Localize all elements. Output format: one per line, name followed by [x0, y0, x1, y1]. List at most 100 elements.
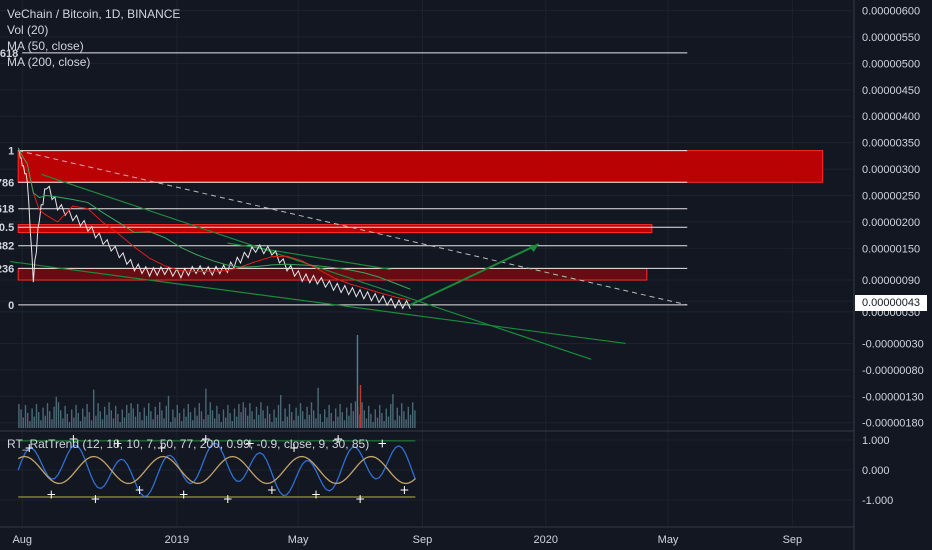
volume-bar: [187, 404, 189, 428]
volume-bar: [154, 406, 156, 428]
volume-bar: [218, 413, 220, 428]
volume-bar: [231, 421, 233, 428]
volume-bar: [286, 416, 288, 428]
x-tick-label: Aug: [12, 534, 32, 546]
volume-bar: [26, 413, 29, 428]
volume-bar: [136, 404, 139, 428]
volume-bar: [224, 417, 227, 428]
volume-bar: [174, 417, 176, 428]
volume-bar: [343, 420, 346, 428]
indicator-signal-marker: +: [311, 488, 321, 502]
chart-legend: VeChain / Bitcoin, 1D, BINANCE Vol (20) …: [7, 6, 180, 70]
fibonacci-levels: 1.618 1 0.786 0.618 0.5 0.382 0.236 0: [0, 48, 688, 312]
volume-bar: [257, 414, 260, 428]
legend-ma200[interactable]: MA (200, close): [7, 55, 91, 69]
volume-bar: [209, 402, 211, 428]
volume-bar: [216, 405, 218, 428]
volume-bar: [125, 404, 128, 428]
volume-bar: [244, 407, 247, 428]
volume-bar: [143, 407, 145, 428]
volume-bar: [29, 421, 31, 428]
volume-bar: [262, 410, 264, 428]
volume-bar: [37, 412, 40, 428]
volume-bar: [394, 420, 396, 428]
volume-bar: [185, 416, 187, 428]
volume-bar: [273, 409, 275, 428]
dashed-trendline: [18, 150, 688, 306]
volume-bar: [165, 405, 167, 428]
volume-bar: [114, 405, 117, 428]
ma50-line: [17, 147, 411, 302]
last-price-tag: 0.00000043: [855, 295, 927, 311]
volume-bar: [227, 404, 229, 428]
volume-bar: [345, 407, 348, 428]
volume-bar: [123, 417, 126, 428]
indicator-signal-marker: +: [355, 492, 365, 506]
volume-bar: [235, 416, 238, 428]
volume-bar: [321, 422, 324, 428]
volume-bar: [367, 405, 370, 428]
volume-bar: [229, 413, 231, 428]
volume-bar: [158, 402, 161, 428]
volume-bar: [317, 387, 319, 428]
projection-arrowhead: [528, 244, 539, 253]
x-tick-label: Sep: [783, 534, 803, 546]
volume-bar: [288, 404, 291, 428]
volume-bar: [328, 404, 330, 428]
volume-bar: [161, 410, 163, 428]
legend-ma50[interactable]: MA (50, close): [7, 39, 84, 53]
y-tick-label: 0.00000150: [862, 243, 920, 255]
y-tick-label: -0.00000030: [862, 338, 924, 350]
y-tick-label: -0.00000130: [862, 391, 924, 403]
volume-bar: [35, 404, 38, 428]
volume-bar: [198, 403, 200, 428]
volume-bar: [191, 420, 194, 428]
indicator-signal-marker: +: [267, 483, 277, 497]
volume-bar: [42, 407, 44, 428]
volume-bar: [277, 404, 280, 428]
volume-bar: [332, 421, 335, 428]
volume-bar: [310, 402, 313, 428]
volume-bar: [352, 411, 354, 428]
volume-bar: [90, 420, 93, 428]
volume-spike: [359, 385, 362, 428]
legend-volume[interactable]: Vol (20): [7, 23, 49, 37]
volume-bar: [84, 416, 86, 428]
volume-bar: [167, 395, 170, 428]
volume-bar: [172, 409, 174, 428]
volume-bar: [319, 413, 321, 428]
volume-bar: [354, 401, 357, 428]
volume-bar: [194, 407, 196, 428]
indicator-title[interactable]: RT_RatTrend (12, 18, 10, 7, 50, 77, 200,…: [7, 437, 370, 451]
volume-bar: [169, 422, 172, 428]
volume-bar: [255, 406, 258, 428]
y-tick-label: 0.00000450: [862, 85, 920, 97]
indicator-tick-label: -1.000: [862, 495, 893, 507]
legend-symbol[interactable]: VeChain / Bitcoin, 1D, BINANCE: [7, 7, 181, 21]
volume-bar: [40, 420, 42, 428]
volume-bar: [242, 402, 244, 428]
fib-label: 0.618: [0, 204, 14, 216]
indicator-signal-marker: +: [245, 437, 255, 451]
volume-bar: [365, 418, 368, 428]
volume-bar: [46, 403, 49, 428]
fib-label: 0: [8, 300, 14, 312]
volume-bar: [22, 417, 24, 428]
volume-bar: [334, 408, 337, 428]
volume-bar: [134, 416, 137, 428]
trend-lines: [10, 150, 688, 360]
volume-bar: [253, 419, 255, 428]
x-tick-label: 2020: [534, 534, 558, 546]
volume-bar: [150, 411, 152, 428]
red-zone: [17, 224, 653, 233]
volume-bar: [207, 414, 209, 428]
indicator-slow-line: [17, 455, 416, 485]
volume-bar: [202, 419, 205, 428]
red-zone: [17, 267, 648, 281]
volume-bar: [238, 404, 240, 428]
volume-bar: [361, 402, 363, 428]
volume-bar: [370, 413, 372, 428]
volume-bar: [240, 412, 242, 428]
volume-bar: [64, 405, 66, 428]
